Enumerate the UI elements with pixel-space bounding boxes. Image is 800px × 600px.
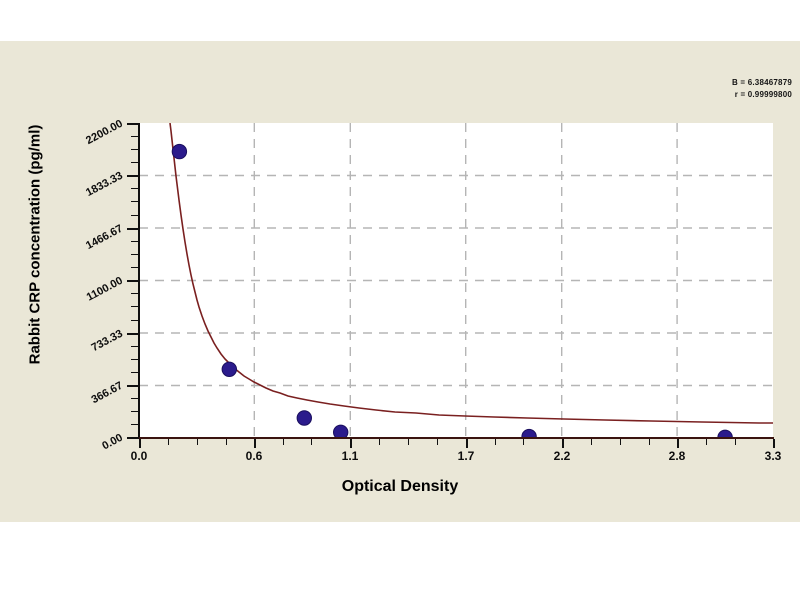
x-tick-minor [649,439,650,445]
x-tick-minor [706,439,707,445]
y-axis-title: Rabbit CRP concentration (pg/ml) [26,124,44,365]
x-tick-minor [311,439,312,445]
y-tick-minor [131,398,139,399]
data-point[interactable] [296,410,313,426]
gridlines [139,123,773,438]
chart-figure: B = 6.38467879 r = 0.99999800 [0,41,800,522]
x-tick-minor [620,439,621,445]
x-tick-label: 1.1 [341,449,359,463]
x-tick-label: 3.3 [764,449,782,463]
x-tick-major [677,439,679,448]
y-tick-minor [131,201,139,202]
y-tick-label: 1466.67 [84,222,125,252]
plot-area [139,123,773,438]
x-tick-minor [408,439,409,445]
y-tick-minor [131,411,139,412]
y-tick-major [127,175,139,177]
x-tick-label: 0.0 [130,449,148,463]
x-tick-major [254,439,256,448]
y-tick-minor [131,136,139,137]
y-tick-major [127,228,139,230]
x-tick-minor [226,439,227,445]
y-tick-label: 733.33 [89,327,125,355]
x-tick-minor [735,439,736,445]
y-tick-minor [131,267,139,268]
y-tick-minor [131,346,139,347]
chart-annotations: B = 6.38467879 r = 0.99999800 [732,77,792,101]
x-tick-major [773,439,775,448]
y-tick-major [127,280,139,282]
x-tick-minor [523,439,524,445]
x-axis-title: Optical Density [341,478,459,495]
y-tick-minor [131,188,139,189]
data-point[interactable] [221,361,238,378]
y-tick-label: 366.67 [89,379,125,407]
x-tick-label: 2.8 [668,449,686,463]
x-tick-minor [283,439,284,445]
y-tick-major [127,437,139,439]
y-tick-major [127,385,139,387]
x-tick-minor [379,439,380,445]
y-tick-label: 1100.00 [84,274,125,304]
y-tick-major [127,123,139,125]
y-tick-minor [131,306,139,307]
data-point[interactable] [333,424,349,438]
fitted-curve [169,123,773,424]
y-tick-label: 2200.00 [84,117,125,147]
y-tick-minor [131,293,139,294]
x-tick-minor [495,439,496,445]
x-tick-minor [168,439,169,445]
x-tick-minor [437,439,438,445]
x-axis-line [139,437,774,439]
annotation-b-value: B = 6.38467879 [732,78,792,87]
y-tick-minor [131,424,139,425]
x-tick-label: 1.7 [457,449,475,463]
x-tick-label: 2.2 [553,449,571,463]
annotation-r-value: r = 0.99999800 [734,90,792,99]
y-tick-minor [131,254,139,255]
x-tick-major [466,439,468,448]
y-tick-label: 1833.33 [84,169,125,199]
y-tick-minor [131,162,139,163]
plot-svg [139,123,773,438]
x-tick-major [350,439,352,448]
data-points [171,143,733,438]
y-tick-minor [131,372,139,373]
x-tick-major [562,439,564,448]
x-tick-minor [591,439,592,445]
y-tick-minor [131,359,139,360]
y-tick-major [127,333,139,335]
data-point[interactable] [171,143,188,160]
x-tick-minor [197,439,198,445]
y-tick-minor [131,320,139,321]
y-axis-line [138,123,140,439]
data-point[interactable] [521,428,537,438]
y-tick-minor [131,149,139,150]
x-tick-major [139,439,141,448]
y-tick-minor [131,215,139,216]
x-tick-label: 0.6 [245,449,263,463]
y-tick-minor [131,241,139,242]
